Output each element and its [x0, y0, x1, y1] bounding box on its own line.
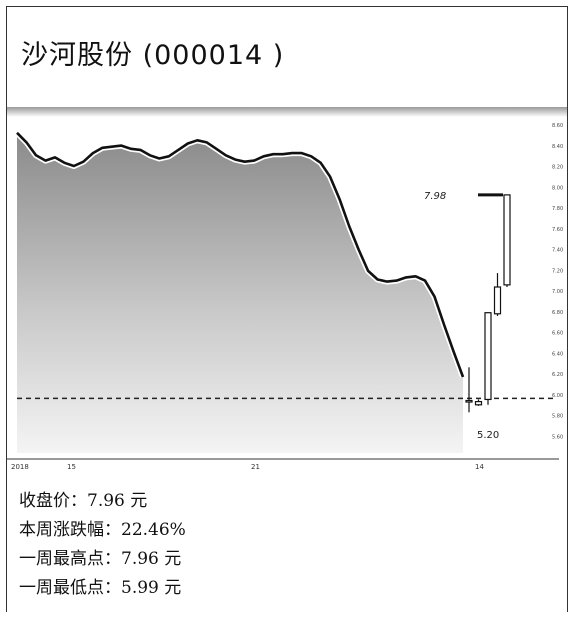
y-tick-label: 6.40	[552, 351, 563, 357]
y-tick-label: 6.20	[552, 372, 563, 378]
candle-body	[465, 399, 473, 403]
x-tick-label: 21	[251, 463, 260, 471]
y-tick-label: 7.60	[552, 227, 563, 233]
price-line	[16, 131, 465, 378]
y-tick-label: 6.80	[552, 310, 563, 316]
y-tick-label: 6.60	[552, 331, 563, 337]
y-tick-label: 8.40	[552, 144, 563, 150]
x-tick-label: 2018	[11, 463, 29, 471]
candle-body	[484, 312, 492, 401]
y-tick-label: 8.20	[552, 165, 563, 171]
stock-card: 沙河股份 (000014 ) 7.98 5.20 8.60 8.40 8.20 8.0	[6, 6, 568, 612]
y-tick-label: 8.60	[552, 123, 563, 129]
price-area-fill	[17, 132, 463, 454]
y-tick-label: 8.00	[552, 185, 563, 191]
candle-body	[493, 286, 502, 315]
low-annotation-label: 5.20	[477, 430, 499, 441]
y-tick-label: 5.80	[552, 414, 563, 420]
y-tick-label: 6.00	[552, 393, 563, 399]
price-chart: 7.98 5.20 8.60 8.40 8.20 8.00 7.80 7.60 7.40 7.2…	[7, 107, 567, 473]
stock-title: 沙河股份 (000014 )	[21, 40, 285, 71]
weekly-low-text: 一周最低点：5.99 元	[19, 578, 182, 598]
y-tick-label: 5.60	[552, 434, 563, 440]
x-tick-label: 14	[475, 463, 484, 471]
weekly-high-text: 一周最高点：7.96 元	[19, 549, 182, 569]
candle-body	[474, 400, 483, 406]
stats-block: 收盘价：7.96 元 本周涨跌幅：22.46% 一周最高点：7.96 元 一周最…	[19, 487, 186, 603]
y-tick-label: 7.00	[552, 289, 563, 295]
y-tick-label: 7.20	[552, 268, 563, 274]
chart-top-band	[7, 107, 567, 117]
high-annotation-label: 7.98	[424, 191, 446, 202]
y-tick-label: 7.40	[552, 248, 563, 254]
candle-body	[503, 194, 511, 286]
close-price-text: 收盘价：7.96 元	[19, 491, 148, 511]
y-tick-label: 7.80	[552, 206, 563, 212]
price-chart-svg: 7.98 5.20 8.60 8.40 8.20 8.00 7.80 7.60 7.40 7.2…	[7, 107, 567, 471]
x-tick-label: 15	[67, 463, 76, 471]
weekly-change-text: 本周涨跌幅：22.46%	[19, 520, 186, 540]
